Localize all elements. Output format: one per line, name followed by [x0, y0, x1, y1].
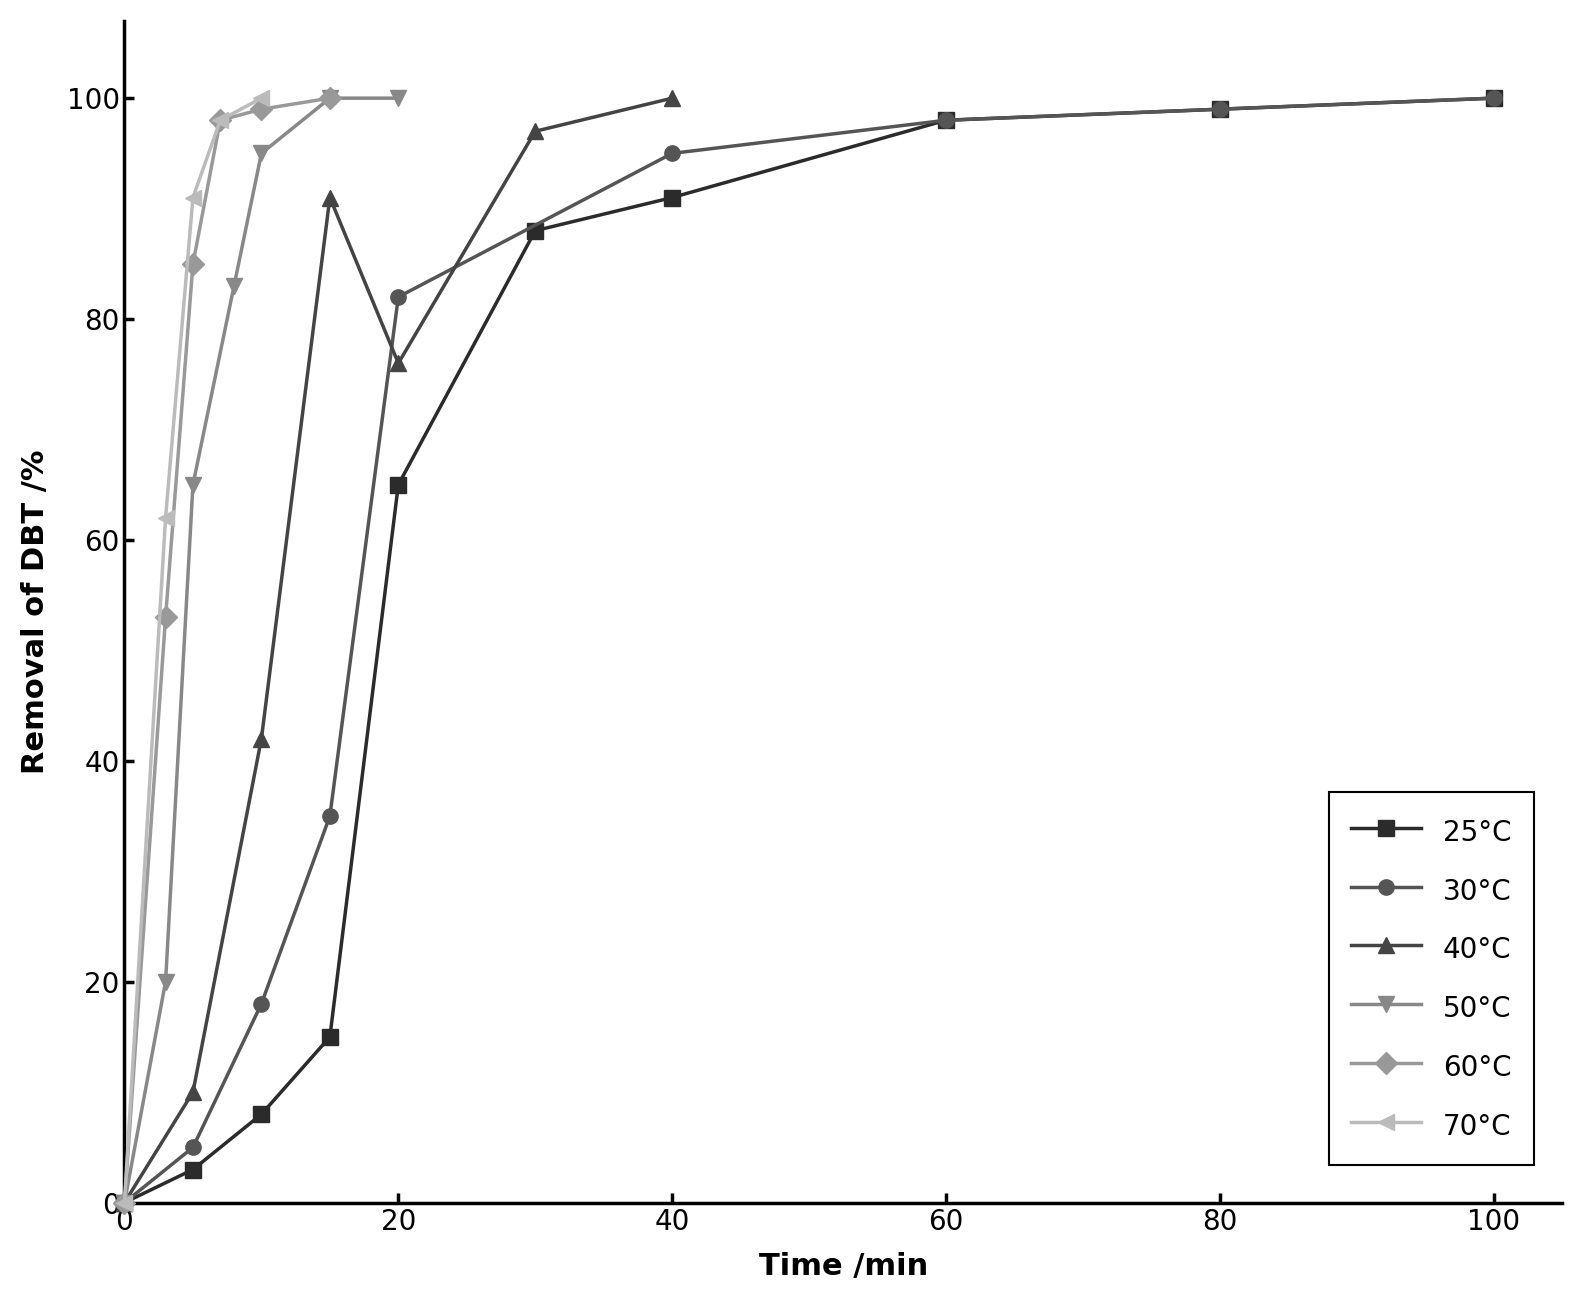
Legend: 25°C, 30°C, 40°C, 50°C, 60°C, 70°C: 25°C, 30°C, 40°C, 50°C, 60°C, 70°C [1330, 793, 1534, 1165]
40°C [526, 124, 545, 139]
Line: 70°C: 70°C [117, 91, 269, 1211]
Line: 60°C: 60°C [117, 91, 337, 1211]
70°C [252, 90, 271, 105]
Line: 50°C: 50°C [117, 91, 405, 1211]
70°C [211, 112, 230, 128]
30°C [184, 1139, 203, 1155]
60°C [157, 609, 176, 625]
25°C [937, 112, 956, 128]
40°C [252, 730, 271, 746]
70°C [157, 510, 176, 526]
70°C [184, 190, 203, 206]
Line: 40°C: 40°C [117, 91, 679, 1211]
30°C [937, 112, 956, 128]
50°C [252, 146, 271, 161]
30°C [252, 996, 271, 1012]
30°C [116, 1195, 135, 1211]
50°C [320, 90, 339, 105]
X-axis label: Time /min: Time /min [758, 1253, 928, 1281]
50°C [116, 1195, 135, 1211]
60°C [116, 1195, 135, 1211]
25°C [252, 1107, 271, 1122]
70°C [116, 1195, 135, 1211]
30°C [1485, 90, 1504, 105]
40°C [320, 190, 339, 206]
60°C [211, 112, 230, 128]
Line: 30°C: 30°C [117, 91, 1501, 1211]
25°C [320, 1029, 339, 1044]
30°C [389, 289, 408, 305]
60°C [252, 102, 271, 117]
Y-axis label: Removal of DBT /%: Removal of DBT /% [21, 449, 49, 773]
60°C [184, 256, 203, 272]
25°C [526, 223, 545, 238]
40°C [116, 1195, 135, 1211]
25°C [116, 1195, 135, 1211]
25°C [1485, 90, 1504, 105]
30°C [663, 146, 682, 161]
30°C [320, 809, 339, 824]
25°C [389, 477, 408, 492]
25°C [663, 190, 682, 206]
40°C [663, 90, 682, 105]
50°C [389, 90, 408, 105]
50°C [157, 974, 176, 990]
40°C [389, 355, 408, 371]
25°C [184, 1161, 203, 1177]
25°C [1211, 102, 1230, 117]
50°C [184, 477, 203, 492]
60°C [320, 90, 339, 105]
30°C [1211, 102, 1230, 117]
50°C [225, 279, 244, 294]
Line: 25°C: 25°C [117, 91, 1501, 1211]
40°C [184, 1085, 203, 1100]
